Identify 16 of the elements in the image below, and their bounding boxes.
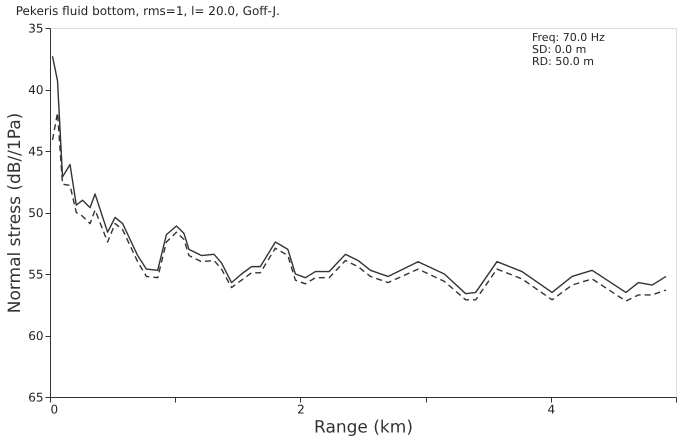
y-tick-label: 50 <box>28 206 44 220</box>
y-tick-label: 40 <box>28 83 44 97</box>
annotation: RD: 50.0 m <box>532 55 594 68</box>
y-tick-label: 55 <box>28 268 44 282</box>
x-tick-label: 2 <box>297 402 305 416</box>
x-tick-label: 4 <box>547 402 556 416</box>
y-tick-label: 60 <box>28 329 44 343</box>
annotation: Freq: 70.0 Hz <box>532 31 606 44</box>
x-axis-title: Range (km) <box>314 418 413 438</box>
x-tick-label: 0 <box>50 402 58 416</box>
y-tick-label: 45 <box>28 144 44 158</box>
y-tick-label: 65 <box>28 390 44 404</box>
y-axis-title: Normal stress (dB//1Pa) <box>5 112 26 314</box>
chart-title: Pekeris fluid bottom, rms=1, l= 20.0, Goff-J. <box>16 4 280 18</box>
annotation: SD: 0.0 m <box>532 43 586 56</box>
y-tick-label: 35 <box>28 22 44 36</box>
